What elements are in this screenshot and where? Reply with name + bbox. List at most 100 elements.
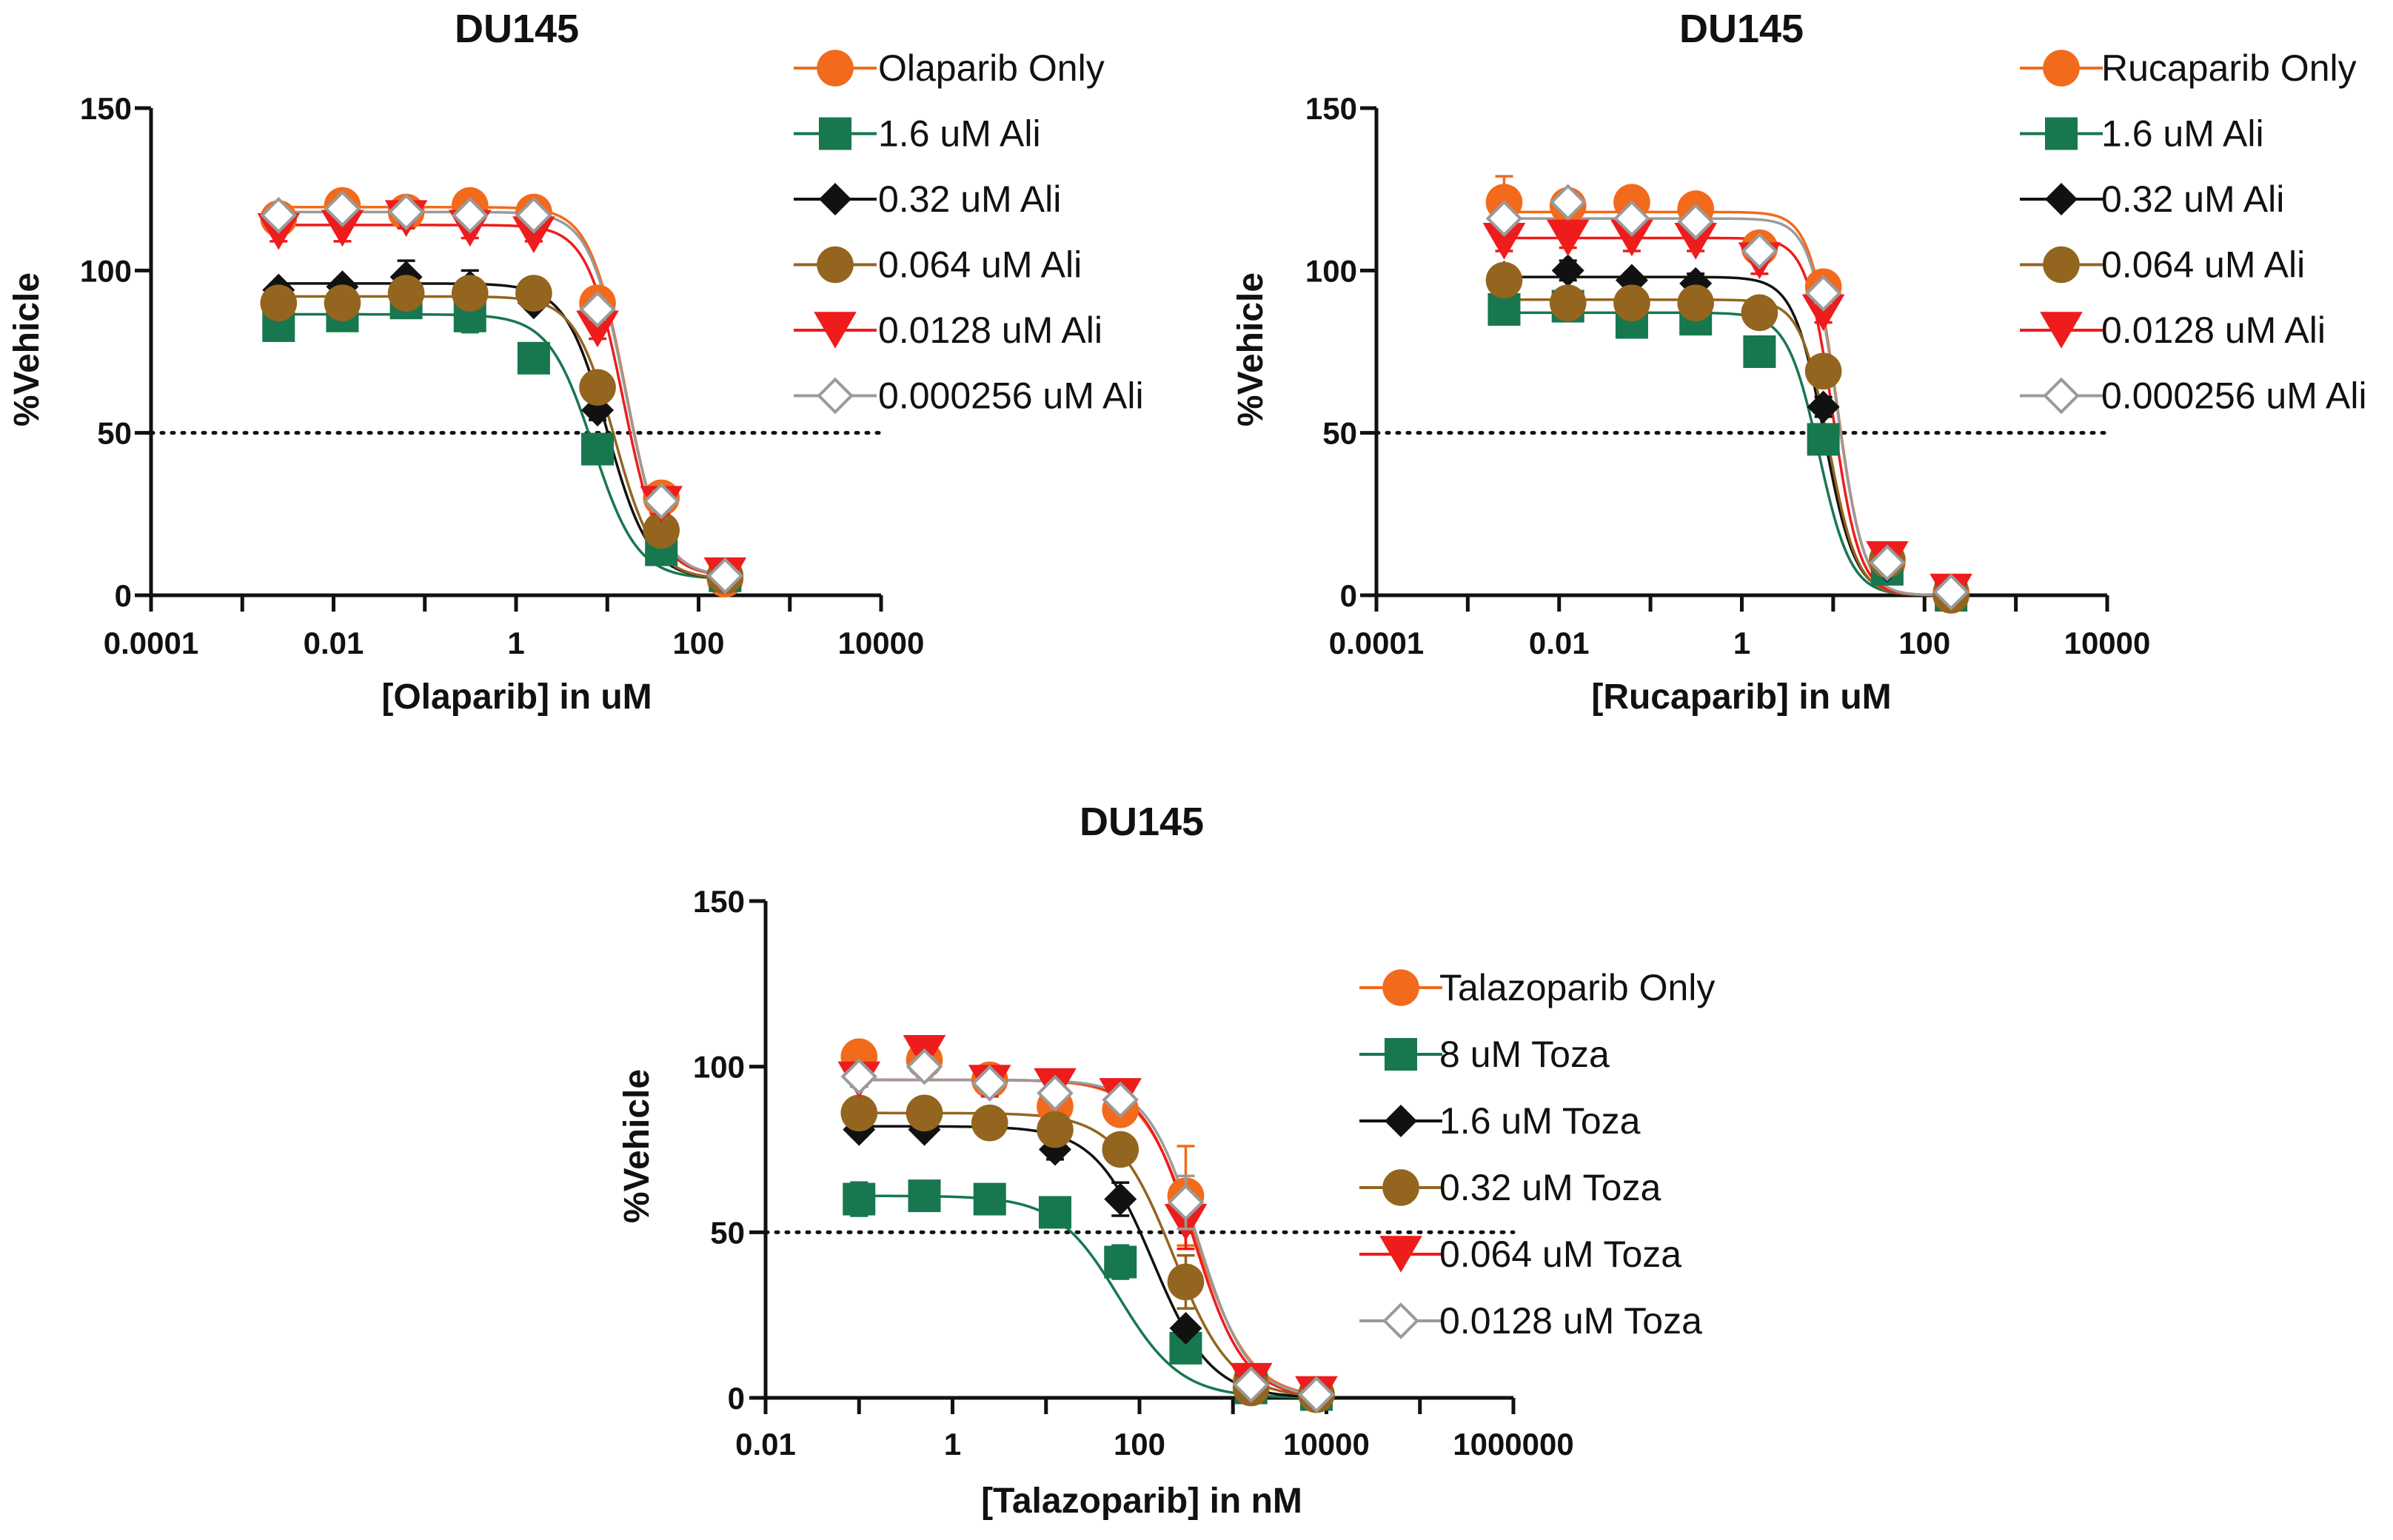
data-point <box>387 275 425 312</box>
data-point <box>451 196 489 234</box>
data-point <box>515 275 552 312</box>
data-point <box>1804 352 1842 390</box>
x-tick-label: 10000 <box>2064 626 2151 660</box>
data-point <box>1546 219 1590 257</box>
x-tick-label: 0.01 <box>1529 626 1590 660</box>
data-point <box>1037 1111 1074 1148</box>
legend-item-1p6-um-ali: 1.6 uM Ali <box>794 113 1041 155</box>
chart-title: DU145 <box>1080 800 1204 844</box>
data-point <box>1298 1376 1335 1413</box>
legend-label: 0.000256 uM Ali <box>2101 375 2367 417</box>
legend-label: 0.064 uM Ali <box>2101 244 2305 286</box>
x-tick-label: 10000 <box>838 626 925 660</box>
x-tick-label: 10000 <box>1283 1427 1370 1462</box>
legend-item-0p064-um-toza: 0.064 uM Toza <box>1359 1233 1681 1275</box>
legend-marker <box>2043 50 2080 87</box>
data-point <box>643 482 680 520</box>
legend-item-0p0128-um-ali: 0.0128 uM Ali <box>794 309 1102 351</box>
y-tick-label: 0 <box>728 1381 745 1416</box>
y-tick-label: 100 <box>80 253 132 288</box>
legend-marker <box>814 312 857 349</box>
x-tick-label: 1 <box>507 626 524 660</box>
data-point <box>643 512 680 549</box>
data-point <box>1610 219 1653 257</box>
data-point <box>512 216 555 253</box>
legend-label: Talazoparib Only <box>1439 967 1715 1008</box>
legend-label: 0.32 uM Ali <box>878 178 1061 220</box>
legend: Talazoparib Only 8 uM Toza 1.6 uM Toza 0.32… <box>1359 967 1715 1342</box>
legend-marker <box>817 377 854 415</box>
data-point <box>321 210 364 247</box>
x-tick-label: 0.01 <box>735 1427 796 1462</box>
data-point <box>1485 261 1523 299</box>
x-axis-title: [Rucaparib] in uM <box>1591 677 1891 717</box>
panel-olaparib: DU145 0 50 100 150 0.0001 0.01 1 100 10000 %Vehi… <box>7 7 1144 717</box>
legend: Olaparib Only 1.6 uM Ali 0.32 uM Ali 0.064 … <box>794 47 1144 417</box>
data-point <box>840 1094 878 1132</box>
data-point <box>1677 284 1714 322</box>
data-point <box>515 196 552 234</box>
data-point <box>1102 1081 1139 1119</box>
data-point <box>324 284 361 322</box>
x-tick-label: 0.0001 <box>104 626 198 660</box>
data-point <box>260 196 298 234</box>
legend-marker <box>1385 1105 1417 1137</box>
data-point <box>1038 1196 1071 1229</box>
legend-item-0p32-um-toza: 0.32 uM Toza <box>1359 1167 1661 1208</box>
x-tick-label: 100 <box>1114 1427 1165 1462</box>
legend-marker <box>2045 183 2078 215</box>
y-tick-label: 150 <box>1305 91 1357 126</box>
legend-marker <box>2043 246 2080 284</box>
legend-label: 0.064 uM Toza <box>1439 1233 1681 1275</box>
legend-label: 8 uM Toza <box>1439 1034 1610 1075</box>
chart-title: DU145 <box>1679 7 1804 51</box>
legend-label: 0.0128 uM Ali <box>878 309 1102 351</box>
x-axis-title: [Talazoparib] in nM <box>981 1482 1302 1521</box>
x-tick-label: 0.0001 <box>1329 626 1424 660</box>
legend-item-0p064-um-ali: 0.064 uM Ali <box>2020 244 2305 286</box>
legend-label: 0.32 uM Ali <box>2101 178 2284 220</box>
legend-label: 0.0128 uM Toza <box>1439 1300 1702 1342</box>
legend-item-0p000256-um-ali: 0.000256 uM Ali <box>2020 375 2367 417</box>
legend-label: 1.6 uM Toza <box>1439 1100 1641 1142</box>
legend-item-8-um-toza: 8 uM Toza <box>1359 1034 1610 1075</box>
data-point <box>1674 223 1717 260</box>
data-point <box>579 369 616 406</box>
data-point <box>1741 232 1778 270</box>
data-point <box>1807 423 1840 456</box>
y-axis-title: %Vehicle <box>1231 272 1271 426</box>
data-point <box>1677 203 1715 241</box>
legend-marker <box>1382 1302 1419 1339</box>
data-point <box>260 284 298 322</box>
legend-marker <box>1382 1169 1419 1206</box>
data-point <box>706 557 744 595</box>
legend-label: Rucaparib Only <box>2101 47 2357 89</box>
legend-label: 0.0128 uM Ali <box>2101 309 2326 351</box>
data-point <box>843 1182 876 1216</box>
legend: Rucaparib Only 1.6 uM Ali 0.32 uM Ali 0.064… <box>2020 47 2367 417</box>
data-point <box>971 1104 1008 1142</box>
data-point <box>906 1048 943 1085</box>
legend-label: Olaparib Only <box>878 47 1105 89</box>
y-tick-label: 50 <box>97 416 132 451</box>
y-tick-label: 50 <box>1322 416 1357 451</box>
legend-item-talazoparib-only: Talazoparib Only <box>1359 967 1715 1008</box>
data-point <box>1743 335 1776 368</box>
legend-label: 0.064 uM Ali <box>878 244 1082 286</box>
data-point <box>1807 390 1840 424</box>
legend-marker <box>2045 117 2078 150</box>
data-point <box>1482 223 1526 260</box>
legend-marker <box>2040 312 2083 349</box>
series-0p064-um-toza <box>837 1034 1338 1413</box>
data-point <box>971 1065 1008 1102</box>
legend-item-0p064-um-ali: 0.064 uM Ali <box>794 244 1082 286</box>
data-point <box>576 310 619 348</box>
data-point <box>1613 284 1650 322</box>
series-0p000256-um-ali <box>1485 184 1969 611</box>
legend-item-0p32-um-ali: 0.32 uM Ali <box>794 178 1061 220</box>
data-point <box>1549 284 1587 322</box>
legend-label: 1.6 uM Ali <box>878 113 1041 155</box>
data-point <box>451 275 489 312</box>
fit-curve-0p32-um-toza <box>859 1111 1317 1398</box>
